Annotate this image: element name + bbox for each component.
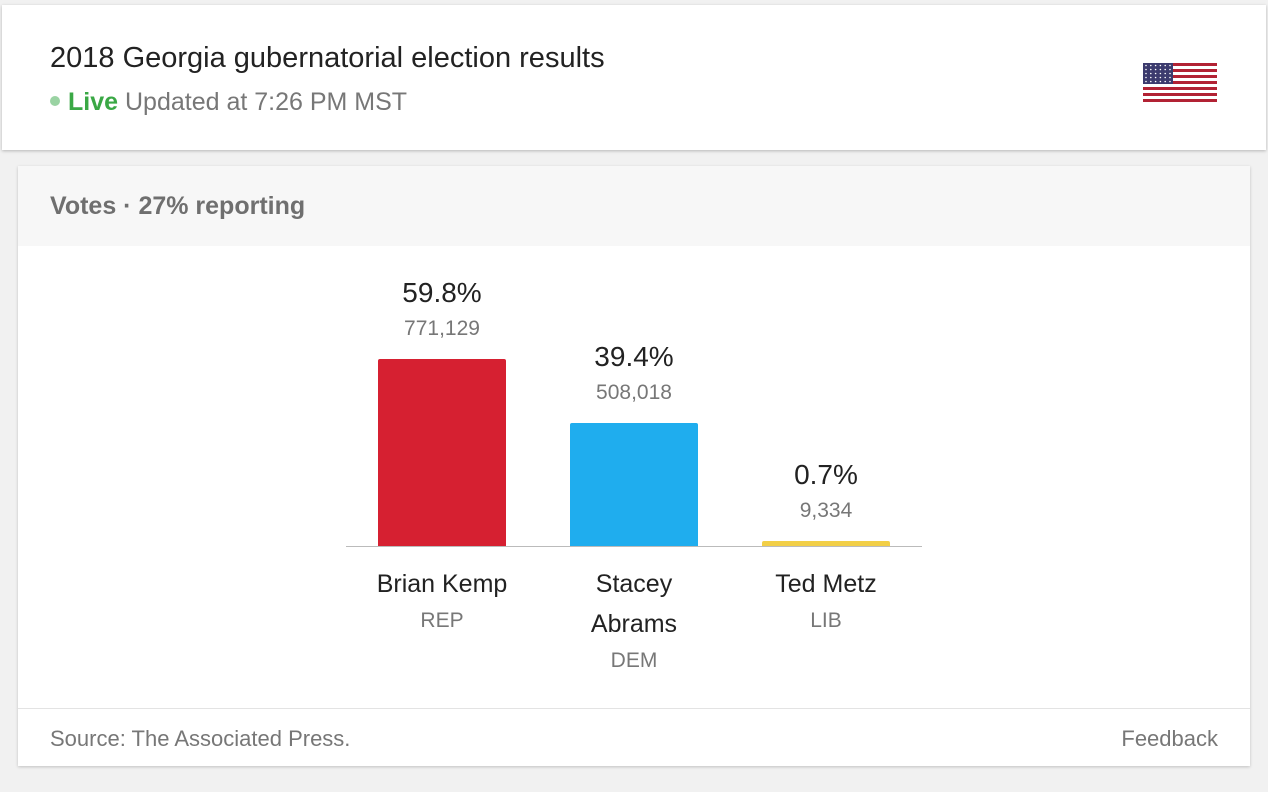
candidate-label: Stacey Abrams	[590, 570, 678, 638]
reporting-heading: Votes · 27% reporting	[50, 192, 306, 220]
results-card: Votes · 27% reporting 59.8% 771,129 Brian …	[18, 166, 1250, 766]
us-flag-icon	[1143, 63, 1217, 102]
candidate-name: Stacey Abrams DEM	[534, 564, 734, 678]
value-label: 0.7%	[794, 459, 858, 490]
chart-baseline	[346, 546, 922, 547]
vote-count: 9,334	[799, 499, 853, 522]
live-badge: Live	[68, 88, 119, 116]
bar-1[interactable]	[570, 422, 698, 546]
vote-count: 508,018	[596, 380, 672, 404]
party-label: LIB	[810, 609, 842, 632]
feedback-link[interactable]: Feedback	[1121, 726, 1218, 751]
party-label: DEM	[610, 649, 658, 672]
live-dot-icon	[50, 96, 60, 107]
value-label: 59.8%	[402, 276, 482, 308]
header-card: 2018 Georgia gubernatorial election resu…	[2, 5, 1266, 150]
page-title: 2018 Georgia gubernatorial election resu…	[50, 42, 605, 74]
card-header: Votes · 27% reporting	[18, 166, 1250, 246]
bar-2[interactable]	[762, 541, 890, 546]
value-label: 39.4%	[594, 340, 674, 372]
candidate-name: Ted Metz LIB	[726, 564, 926, 638]
bar-0[interactable]	[378, 358, 506, 546]
status-line: Live Updated at 7:26 PM MST	[50, 88, 407, 117]
candidate-name: Brian Kemp REP	[342, 564, 542, 638]
party-label: REP	[420, 609, 464, 632]
source-text: Source: The Associated Press.	[50, 726, 351, 751]
candidate-label: Brian Kemp	[376, 570, 508, 598]
candidate-label: Ted Metz	[775, 570, 877, 598]
vote-count: 771,129	[404, 316, 480, 340]
updated-time: Updated at 7:26 PM MST	[124, 88, 408, 116]
card-footer: Source: The Associated Press. Feedback	[18, 708, 1250, 767]
